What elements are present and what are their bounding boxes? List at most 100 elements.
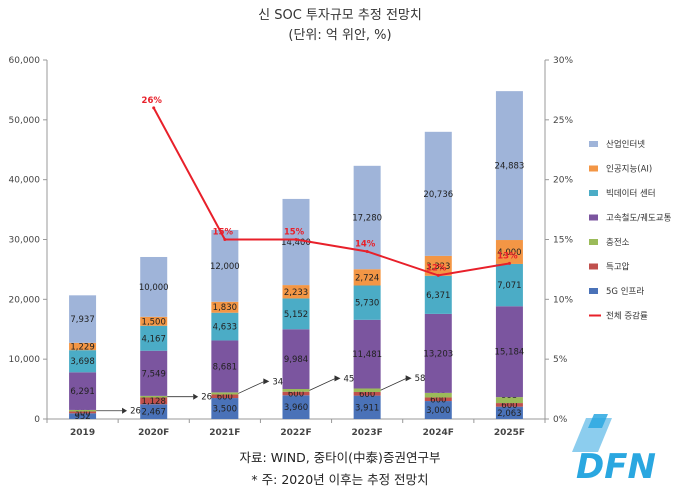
y-right-tick-label: 5% xyxy=(553,355,568,365)
bar-segment-iiot xyxy=(424,131,452,256)
data-label-ai: 1,830 xyxy=(213,303,237,313)
legend-label: 5G 인프라 xyxy=(606,286,644,297)
bar-segment-rail xyxy=(282,329,310,390)
data-label-5g: 2,467 xyxy=(142,408,166,418)
bar-segment-datacenter xyxy=(140,325,168,351)
growth-rate-point xyxy=(294,238,298,241)
x-tick-label: 2020F xyxy=(138,428,169,438)
x-tick-label: 2022F xyxy=(280,428,311,438)
data-label-iiot: 20,736 xyxy=(423,190,453,200)
bar-segment-5g xyxy=(69,413,97,419)
chart-canvas: 0 10,000 20,000 30,000 40,000 50,000 60,000 0% 5… xyxy=(9,56,672,438)
growth-rate-label: 14% xyxy=(355,239,376,249)
data-label-charging: 268 xyxy=(201,393,217,403)
bar-segment-charging xyxy=(140,395,168,398)
bar-segment-datacenter xyxy=(211,312,239,341)
data-label-uhv: 600 xyxy=(501,401,517,411)
legend-label: 산업인터넷 xyxy=(606,139,645,150)
y-left-tick-label: 20,000 xyxy=(9,295,41,305)
legend-label: 충전소 xyxy=(606,237,630,248)
data-label-datacenter: 5,152 xyxy=(284,310,308,320)
legend-swatch-ai xyxy=(589,165,598,172)
bar-segment-rail xyxy=(424,313,452,393)
bar-segment-datacenter xyxy=(353,285,381,320)
data-label-iiot: 24,883 xyxy=(495,162,525,172)
data-label-rail: 8,681 xyxy=(213,362,237,372)
y-right-tick-label: 20% xyxy=(553,176,573,186)
legend-swatch-charging xyxy=(589,239,598,245)
y-right-tick-label: 10% xyxy=(553,295,573,305)
data-label-ai: 3,323 xyxy=(426,262,450,272)
bar-segment-iiot xyxy=(495,91,523,241)
x-tick-label: 2023F xyxy=(352,428,383,438)
x-tick-label: 2024F xyxy=(423,428,454,438)
charging-arrow-line xyxy=(380,377,407,391)
charging-arrow-head xyxy=(122,407,128,414)
bar-segment-ai xyxy=(495,240,523,264)
data-label-5g: 3,911 xyxy=(355,403,379,413)
data-label-datacenter: 3,698 xyxy=(70,357,94,367)
bar-segment-ai xyxy=(424,255,452,276)
bar-segment-rail xyxy=(211,340,239,393)
legend-label: 고속철도/궤도교통 xyxy=(606,213,672,224)
charging-arrow-line xyxy=(238,381,265,394)
footnote: * 주: 2020년 이후는 추정 전망치 xyxy=(251,472,429,487)
bar-segment-uhv xyxy=(495,403,523,407)
y-left-tick-label: 40,000 xyxy=(9,176,41,186)
growth-rate-point xyxy=(365,249,369,253)
data-label-datacenter: 5,730 xyxy=(355,299,379,309)
data-label-rail: 13,203 xyxy=(423,349,453,359)
bar-segment-charging xyxy=(211,392,239,395)
bar-segment-iiot xyxy=(69,295,97,343)
bar-segment-rail xyxy=(495,306,523,398)
data-label-datacenter: 6,371 xyxy=(426,291,450,301)
growth-rate-point xyxy=(152,106,156,110)
bar-segment-uhv xyxy=(211,394,239,399)
chart-subtitle: (단위: 억 위안, %) xyxy=(288,28,392,43)
y-left-tick-label: 50,000 xyxy=(9,116,41,126)
y-left-tick-label: 10,000 xyxy=(9,355,41,365)
data-label-rail: 6,291 xyxy=(70,387,94,397)
bar-segment-5g xyxy=(211,398,239,419)
growth-rate-point xyxy=(507,261,511,265)
legend-label: 전체 증감률 xyxy=(606,311,648,322)
charging-arrow-line xyxy=(309,377,336,391)
bar-segment-uhv xyxy=(424,397,452,402)
data-label-iiot: 7,937 xyxy=(70,315,94,325)
bar-segment-rail xyxy=(140,350,168,396)
bar-segment-5g xyxy=(140,404,168,419)
bar-segment-ai xyxy=(140,316,168,326)
bar-segment-5g xyxy=(495,406,523,419)
data-label-datacenter: 4,167 xyxy=(142,334,166,344)
charging-arrow-head xyxy=(334,375,341,382)
data-label-ai: 1,229 xyxy=(70,342,94,352)
data-label-ai: 2,724 xyxy=(355,273,379,283)
data-label-datacenter: 4,633 xyxy=(213,323,237,333)
y-left-tick-label: 0 xyxy=(34,415,40,425)
bar-segment-charging xyxy=(282,389,310,392)
x-tick-label: 2021F xyxy=(209,428,240,438)
data-label-uhv: 300 xyxy=(74,408,90,418)
growth-rate-label: 13% xyxy=(497,251,518,261)
bar-segment-rail xyxy=(353,319,381,389)
charging-arrow-head xyxy=(263,378,270,385)
y-right-tick-label: 0% xyxy=(553,415,568,425)
data-label-iiot: 12,000 xyxy=(210,262,240,272)
bar-segment-datacenter xyxy=(282,298,310,330)
data-label-rail: 11,481 xyxy=(352,350,382,360)
bar-segment-uhv xyxy=(282,391,310,396)
data-label-uhv: 600 xyxy=(217,392,233,402)
y-left-tick-label: 60,000 xyxy=(9,56,41,66)
data-label-iiot: 14,400 xyxy=(281,238,311,248)
charging-arrow-head xyxy=(405,375,412,382)
bar-segment-ai xyxy=(211,301,239,313)
growth-rate-label: 12% xyxy=(426,263,447,273)
growth-rate-label: 15% xyxy=(213,228,234,238)
data-label-datacenter: 7,071 xyxy=(497,281,521,291)
chart-title: 신 SOC 투자규모 추정 전망치 xyxy=(258,8,422,23)
data-label-ai: 4,000 xyxy=(497,248,521,258)
bar-segment-charging xyxy=(424,392,452,398)
bar-segment-charging xyxy=(353,388,381,393)
charging-arrow-head xyxy=(193,393,199,400)
y-right-tick-label: 25% xyxy=(553,116,573,126)
